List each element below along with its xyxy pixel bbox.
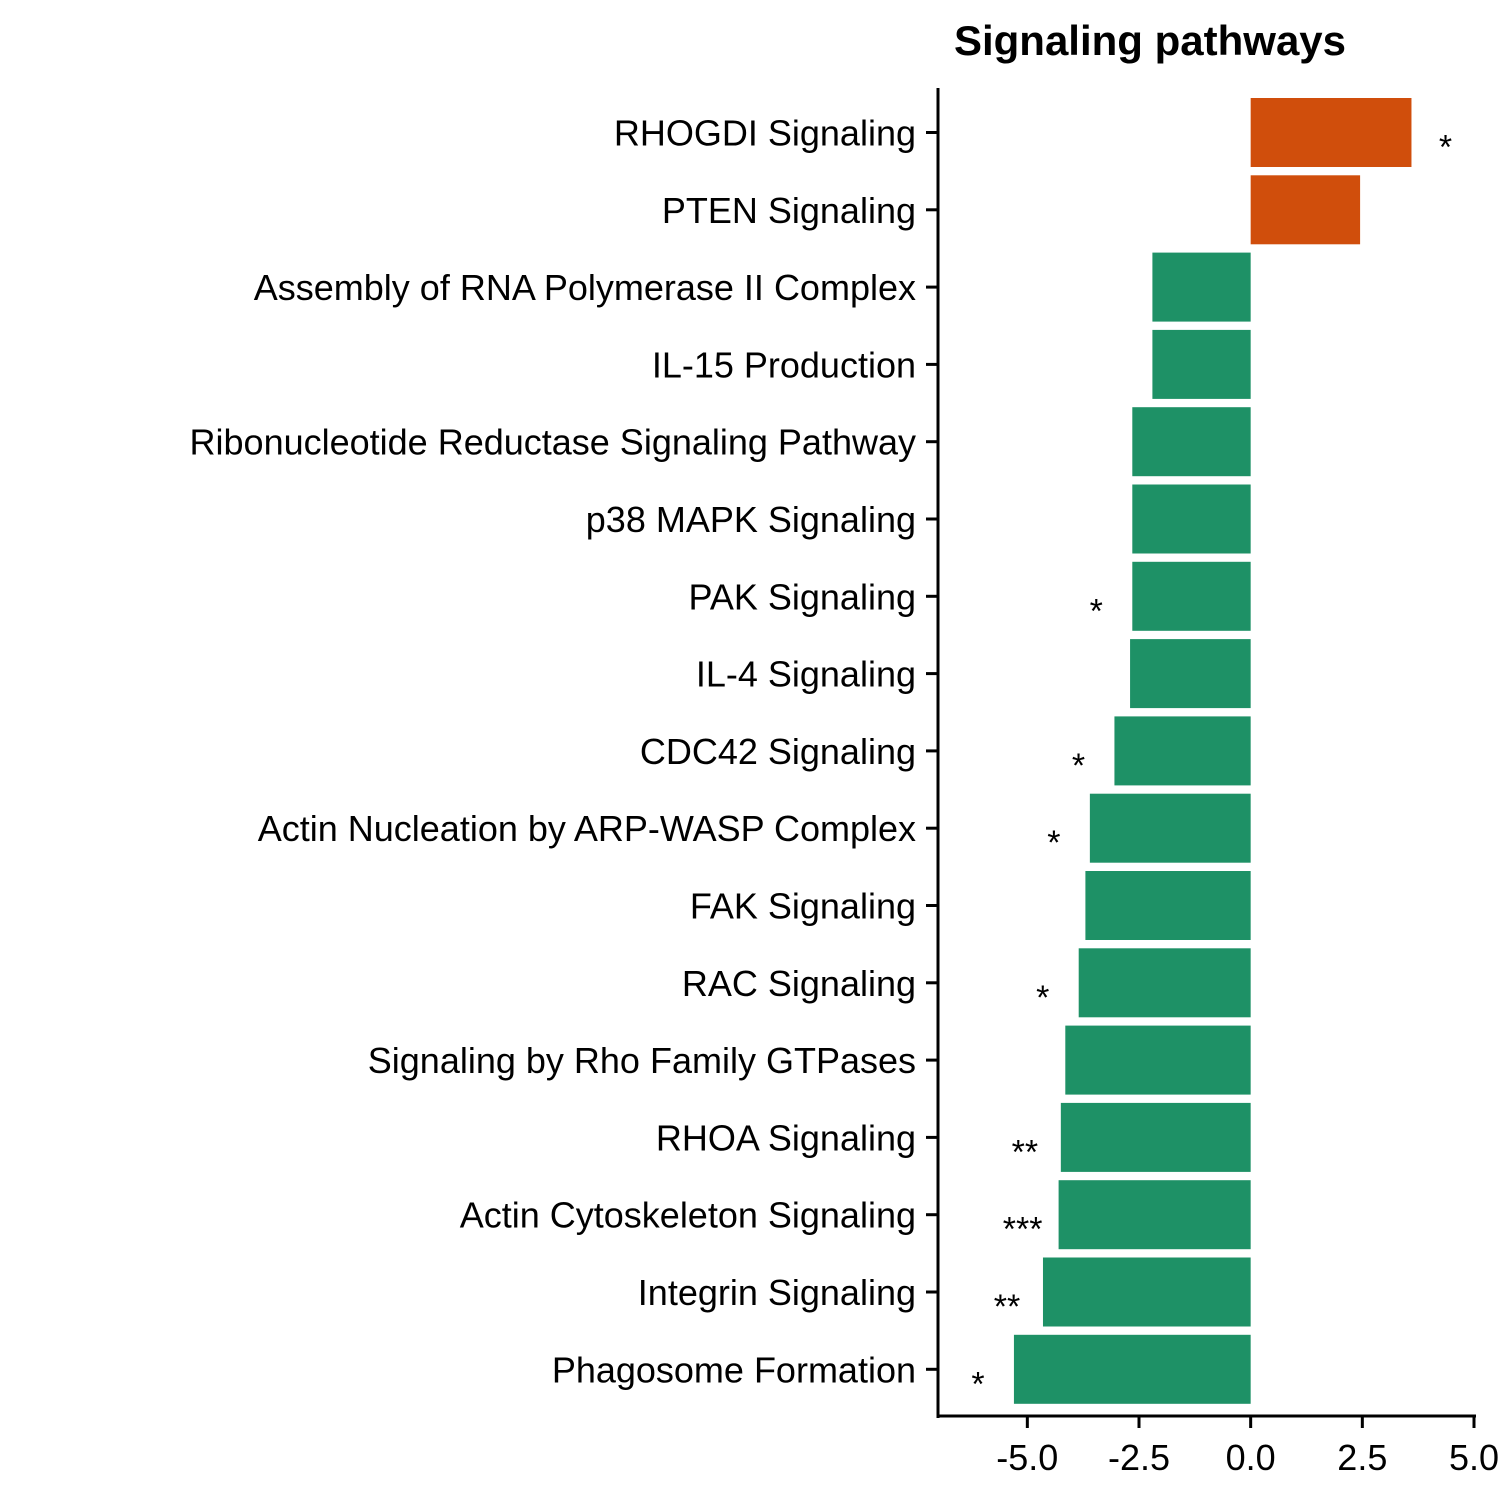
category-labels-group: RHOGDI Signaling PTEN Signaling Assembly o…: [190, 113, 916, 1391]
x-tick-label: -5.0: [996, 1437, 1058, 1478]
category-label: Assembly of RNA Polymerase II Complex: [254, 267, 916, 308]
bar: [1250, 175, 1361, 245]
category-label: p38 MAPK Signaling: [586, 499, 916, 540]
category-label: RHOGDI Signaling: [614, 113, 916, 154]
bar: [1250, 98, 1412, 167]
x-tick-label: 0.0: [1226, 1437, 1276, 1478]
category-label: Signaling by Rho Family GTPases: [368, 1040, 916, 1081]
significance-label: *: [1090, 592, 1103, 630]
bar: [1042, 1257, 1251, 1327]
bar: [1132, 561, 1251, 631]
bar: [1085, 871, 1251, 940]
significance-label: *: [1439, 129, 1452, 167]
category-label: Ribonucleotide Reductase Signaling Pathw…: [190, 422, 916, 463]
y-ticks-group: [926, 131, 938, 1371]
significance-label: ***: [1003, 1211, 1043, 1249]
category-label: PAK Signaling: [689, 576, 916, 617]
category-label: CDC42 Signaling: [640, 731, 916, 772]
bar: [1152, 329, 1251, 399]
category-label: IL-15 Production: [652, 344, 916, 385]
x-tick-label: 2.5: [1337, 1437, 1387, 1478]
x-ticks-group: -5.0 -2.5 0.0 2.5 5.0: [996, 1416, 1499, 1478]
significance-group: *************: [971, 129, 1452, 1404]
category-label: RAC Signaling: [682, 963, 916, 1004]
significance-label: **: [1012, 1133, 1038, 1171]
bar: [1114, 716, 1251, 786]
category-label: RHOA Signaling: [656, 1117, 916, 1158]
significance-label: *: [1072, 747, 1085, 785]
bar: [1058, 1180, 1251, 1250]
category-label: Actin Nucleation by ARP-WASP Complex: [258, 808, 916, 849]
category-label: PTEN Signaling: [662, 190, 916, 231]
bars-group: [1013, 98, 1412, 1404]
category-label: Integrin Signaling: [638, 1272, 916, 1313]
significance-label: *: [1047, 824, 1060, 862]
significance-label: **: [994, 1288, 1020, 1326]
category-label: FAK Signaling: [690, 886, 916, 927]
bar: [1132, 407, 1251, 477]
bar: [1060, 1102, 1251, 1172]
category-label: Phagosome Formation: [552, 1349, 916, 1390]
bar: [1013, 1334, 1251, 1404]
bar: [1089, 793, 1251, 863]
x-tick-label: -2.5: [1108, 1437, 1170, 1478]
bar: [1132, 484, 1251, 554]
x-tick-label: 5.0: [1449, 1437, 1499, 1478]
bar: [1152, 252, 1251, 322]
significance-label: *: [1036, 979, 1049, 1017]
significance-label: *: [971, 1365, 984, 1403]
bar: [1078, 948, 1251, 1018]
chart-title: Signaling pathways: [954, 17, 1346, 64]
category-label: IL-4 Signaling: [696, 654, 916, 695]
category-label: Actin Cytoskeleton Signaling: [460, 1195, 916, 1236]
bar: [1065, 1025, 1251, 1095]
bar: [1130, 639, 1251, 709]
